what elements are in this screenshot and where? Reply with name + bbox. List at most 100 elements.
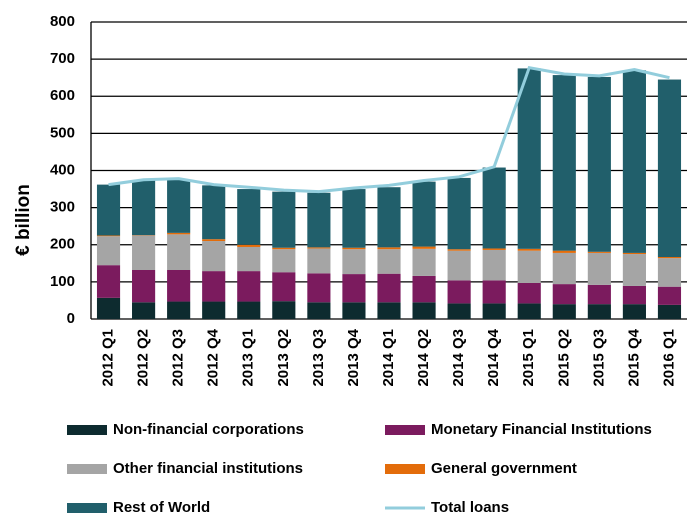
x-tick-label: 2014 Q3 [450,329,467,387]
bar-segment [342,274,366,303]
bar-segment [517,282,541,304]
bar-segment [377,187,401,248]
bar-segment [96,184,121,236]
bar-segment [412,246,436,249]
bar-segment [412,302,436,319]
bar-segment [307,192,331,248]
legend-swatch [385,425,425,435]
x-tick-label: 2014 Q4 [485,328,502,386]
bar-segment [517,248,541,251]
bar-segment [587,284,611,305]
bar-segment [342,302,366,319]
x-tick-label: 2015 Q1 [520,329,537,387]
bar-segment [202,185,226,240]
legend-label: Rest of World [113,499,210,515]
bar-segment [447,303,471,319]
x-tick-label: 2012 Q4 [205,328,222,386]
x-tick-label: 2015 Q2 [555,329,572,387]
bar-segment [96,236,121,266]
bar-segment [132,235,156,270]
bar-segment [657,257,682,259]
bar-segment [552,284,576,305]
x-tick-label: 2015 Q3 [590,329,607,387]
x-tick-label: 2015 Q4 [625,328,642,386]
bar-segment [517,68,541,249]
bar-segment [202,271,226,302]
bar-segment [167,232,191,235]
bar-segment [202,301,226,319]
bar-segment [96,265,121,298]
bar-segment [587,251,611,253]
legend-swatch [67,464,107,474]
y-tick-label: 200 [50,236,75,253]
legend-label: General government [431,460,577,477]
bar-segment [622,285,646,305]
bar-segment [167,179,191,233]
bar-segment [272,272,296,302]
bar-segment [587,252,611,285]
bar-segment [377,273,401,303]
bar-segment [482,249,506,281]
bar-segment [202,239,226,242]
bar-segment [307,247,331,249]
bar-segment [167,269,191,302]
x-tick-label: 2013 Q2 [275,329,292,387]
x-tick-label: 2012 Q1 [99,329,116,387]
y-tick-label: 300 [50,199,75,216]
y-tick-label: 0 [67,310,75,327]
y-tick-label: 400 [50,161,75,178]
x-tick-label: 2013 Q4 [345,328,362,386]
bar-segment [412,181,436,247]
bar-segment [517,250,541,283]
legend-label: Monetary Financial Institutions [431,421,652,438]
total-line [108,65,670,194]
bar-segment [307,248,331,274]
bar-segment [657,286,682,305]
bar-segment [622,70,646,253]
bar-segment [377,302,401,319]
x-tick-label: 2013 Q3 [310,329,327,387]
bar-segment [552,304,576,319]
bar-segment [237,301,261,319]
bar-segment [622,252,646,255]
bar-segment [132,180,156,236]
bar-segment [447,177,471,250]
bar-segment [447,250,471,281]
bar-segment [447,280,471,304]
bar-segment [412,248,436,276]
bar-segment [552,75,576,251]
bar-segment [342,249,366,275]
bar-segment [342,247,366,250]
y-tick-label: 500 [50,124,75,141]
x-tick-label: 2014 Q2 [415,329,432,387]
bar-segment [482,280,506,304]
bar-segment [272,191,296,248]
bar-segment [272,249,296,273]
legend-swatch [385,464,425,474]
bar-segment [622,304,646,319]
bar-segment [412,275,436,303]
bar-segment [272,247,296,250]
bar-segment [377,247,401,250]
legend-label: Non-financial corporations [113,421,304,438]
bar-segment [587,304,611,319]
x-tick-label: 2012 Q3 [170,329,187,387]
bar-segment [552,252,576,285]
legend-label: Other financial institutions [113,460,303,477]
bar-segment [132,269,156,303]
bar-segment [237,189,261,245]
bar-segment [307,302,331,319]
bar-segment [272,301,296,319]
bar-segment [237,271,261,302]
bar-segment [657,258,682,287]
bar-segment [657,79,682,258]
bar-segment [622,254,646,286]
y-tick-label: 100 [50,273,75,290]
bar-segment [96,235,121,237]
bar-segment [482,248,506,250]
y-tick-label: 800 [50,13,75,30]
x-tick-label: 2014 Q1 [380,329,397,387]
x-tick-label: 2012 Q2 [135,329,152,387]
bar-segment [342,189,366,248]
